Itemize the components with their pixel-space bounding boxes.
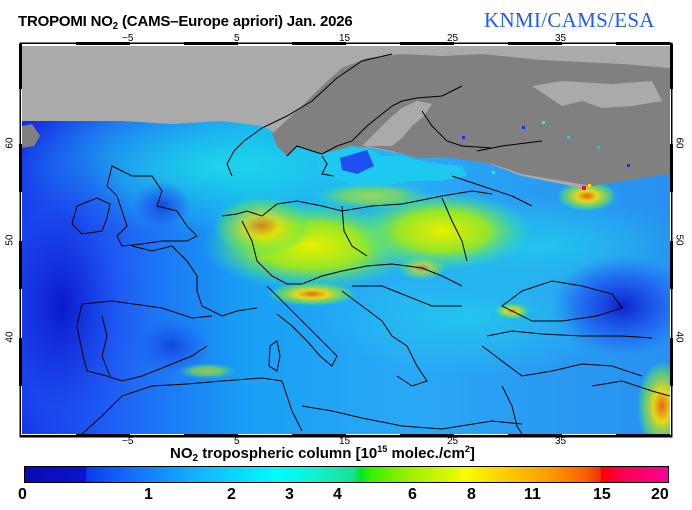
colorbar-title: NO2 tropospheric column [1015 molec./cm2… — [170, 444, 475, 464]
lon-tick-top: 35 — [555, 33, 567, 44]
colorbar-tick: 1 — [144, 486, 153, 503]
lon-tick-top: 25 — [447, 33, 459, 44]
colorbar-tick: 20 — [651, 486, 669, 503]
no2-map[interactable] — [22, 46, 670, 434]
lon-tick-top: 5 — [234, 33, 240, 44]
colorbar-tick: 3 — [285, 486, 294, 503]
colorbar-tick: 8 — [467, 486, 476, 503]
no2-map-graphic — [22, 46, 670, 434]
map-title: TROPOMI NO2 (CAMS–Europe apriori) Jan. 2… — [18, 13, 353, 32]
lon-tick-top: −5 — [122, 33, 134, 44]
colorbar-tick: 11 — [524, 486, 541, 503]
lon-tick-bottom: 5 — [234, 436, 240, 447]
lon-tick-bottom: −5 — [122, 436, 134, 447]
lon-tick-bottom: 35 — [555, 436, 567, 447]
colorbar-tick: 15 — [593, 486, 611, 503]
colorbar-tick: 6 — [408, 486, 417, 503]
credit-label: KNMI/CAMS/ESA — [484, 8, 655, 32]
colorbar-tick: 2 — [227, 486, 236, 503]
lon-tick-top: 15 — [339, 33, 351, 44]
colorbar-tick: 4 — [333, 486, 342, 503]
lon-tick-bottom: 15 — [339, 436, 351, 447]
colorbar-tick: 0 — [18, 486, 27, 503]
colorbar — [24, 466, 669, 483]
lon-tick-bottom: 25 — [447, 436, 459, 447]
